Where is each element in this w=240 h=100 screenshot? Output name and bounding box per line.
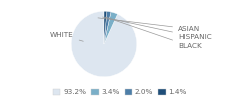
Wedge shape (104, 11, 107, 44)
Wedge shape (71, 11, 137, 77)
Wedge shape (104, 11, 111, 44)
Text: ASIAN: ASIAN (98, 18, 200, 32)
Text: WHITE: WHITE (50, 32, 83, 41)
Wedge shape (104, 12, 118, 44)
Text: BLACK: BLACK (105, 17, 202, 49)
Text: HISPANIC: HISPANIC (102, 17, 212, 40)
Legend: 93.2%, 3.4%, 2.0%, 1.4%: 93.2%, 3.4%, 2.0%, 1.4% (50, 86, 190, 98)
